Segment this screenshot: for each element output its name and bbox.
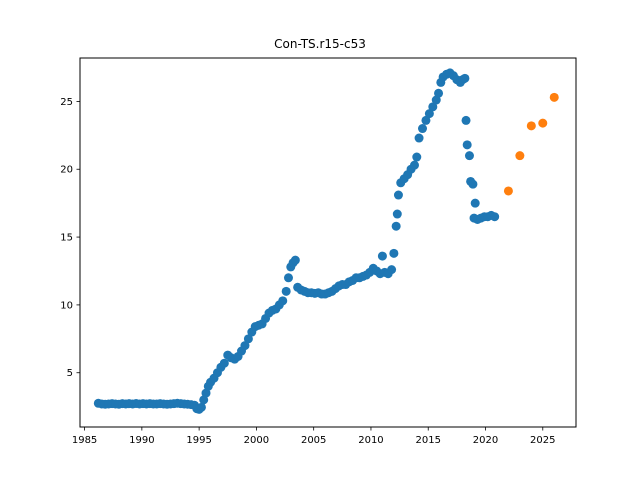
data-point-series-1-2 <box>526 121 536 131</box>
y-tick-label: 10 <box>60 300 73 311</box>
data-point-series-0-122 <box>470 198 480 208</box>
data-point-series-0-104 <box>424 109 434 119</box>
data-point-series-0-118 <box>462 140 472 150</box>
x-tick-label: 2005 <box>301 435 326 446</box>
data-point-series-0-56 <box>278 296 288 306</box>
data-point-series-0-100 <box>412 152 422 162</box>
plot-marks <box>93 68 559 414</box>
data-point-series-0-121 <box>468 179 478 189</box>
data-point-series-0-117 <box>461 115 471 125</box>
data-point-series-0-129 <box>490 212 500 222</box>
y-tick-label: 20 <box>60 165 73 176</box>
data-point-series-0-31 <box>196 402 206 412</box>
x-axis: 1985 1990 1995 2000 2005 2010 2015 2020 2025 <box>72 427 556 446</box>
x-tick-label: 1990 <box>129 435 154 446</box>
y-tick-label: 15 <box>60 233 73 244</box>
y-tick-label: 25 <box>60 97 73 108</box>
data-point-series-0-45 <box>240 341 250 351</box>
x-tick-label: 2000 <box>244 435 269 446</box>
x-tick-label: 2025 <box>530 435 555 446</box>
data-point-series-1-4 <box>549 92 559 102</box>
x-tick-label: 1995 <box>186 435 211 446</box>
x-tick-label: 1985 <box>72 435 97 446</box>
data-point-series-1-0 <box>503 186 513 196</box>
data-point-series-0-39 <box>219 358 229 368</box>
data-point-series-0-93 <box>392 209 402 219</box>
data-point-series-0-99 <box>409 160 419 170</box>
data-point-series-0-58 <box>283 273 293 283</box>
data-point-series-0-107 <box>434 88 444 98</box>
data-point-series-0-119 <box>464 151 474 161</box>
x-tick-label: 2015 <box>416 435 441 446</box>
data-point-series-0-57 <box>281 286 291 296</box>
y-axis: 5 10 15 20 25 <box>60 97 80 379</box>
data-point-series-1-1 <box>515 151 525 161</box>
data-point-series-0-90 <box>387 265 397 275</box>
data-point-series-0-91 <box>389 248 399 258</box>
data-point-series-0-32 <box>199 395 209 405</box>
x-tick-label: 2010 <box>358 435 383 446</box>
data-point-series-0-92 <box>391 221 401 231</box>
data-point-series-0-61 <box>290 255 300 265</box>
axes-frame <box>79 57 577 428</box>
data-point-series-0-87 <box>377 251 387 261</box>
data-point-series-0-102 <box>418 124 427 134</box>
data-point-series-0-94 <box>393 190 403 200</box>
data-point-series-0-103 <box>421 115 431 125</box>
data-point-series-1-3 <box>538 118 548 128</box>
data-point-series-0-46 <box>243 334 253 344</box>
data-point-series-0-105 <box>428 102 438 112</box>
x-tick-label: 2020 <box>473 435 498 446</box>
data-point-series-0-33 <box>201 388 211 398</box>
y-tick-label: 5 <box>67 368 73 379</box>
data-point-series-0-106 <box>431 95 441 105</box>
chart-title: Con-TS.r15-c53 <box>274 37 366 51</box>
data-point-series-0-101 <box>414 133 424 143</box>
data-point-series-0-116 <box>460 73 470 83</box>
